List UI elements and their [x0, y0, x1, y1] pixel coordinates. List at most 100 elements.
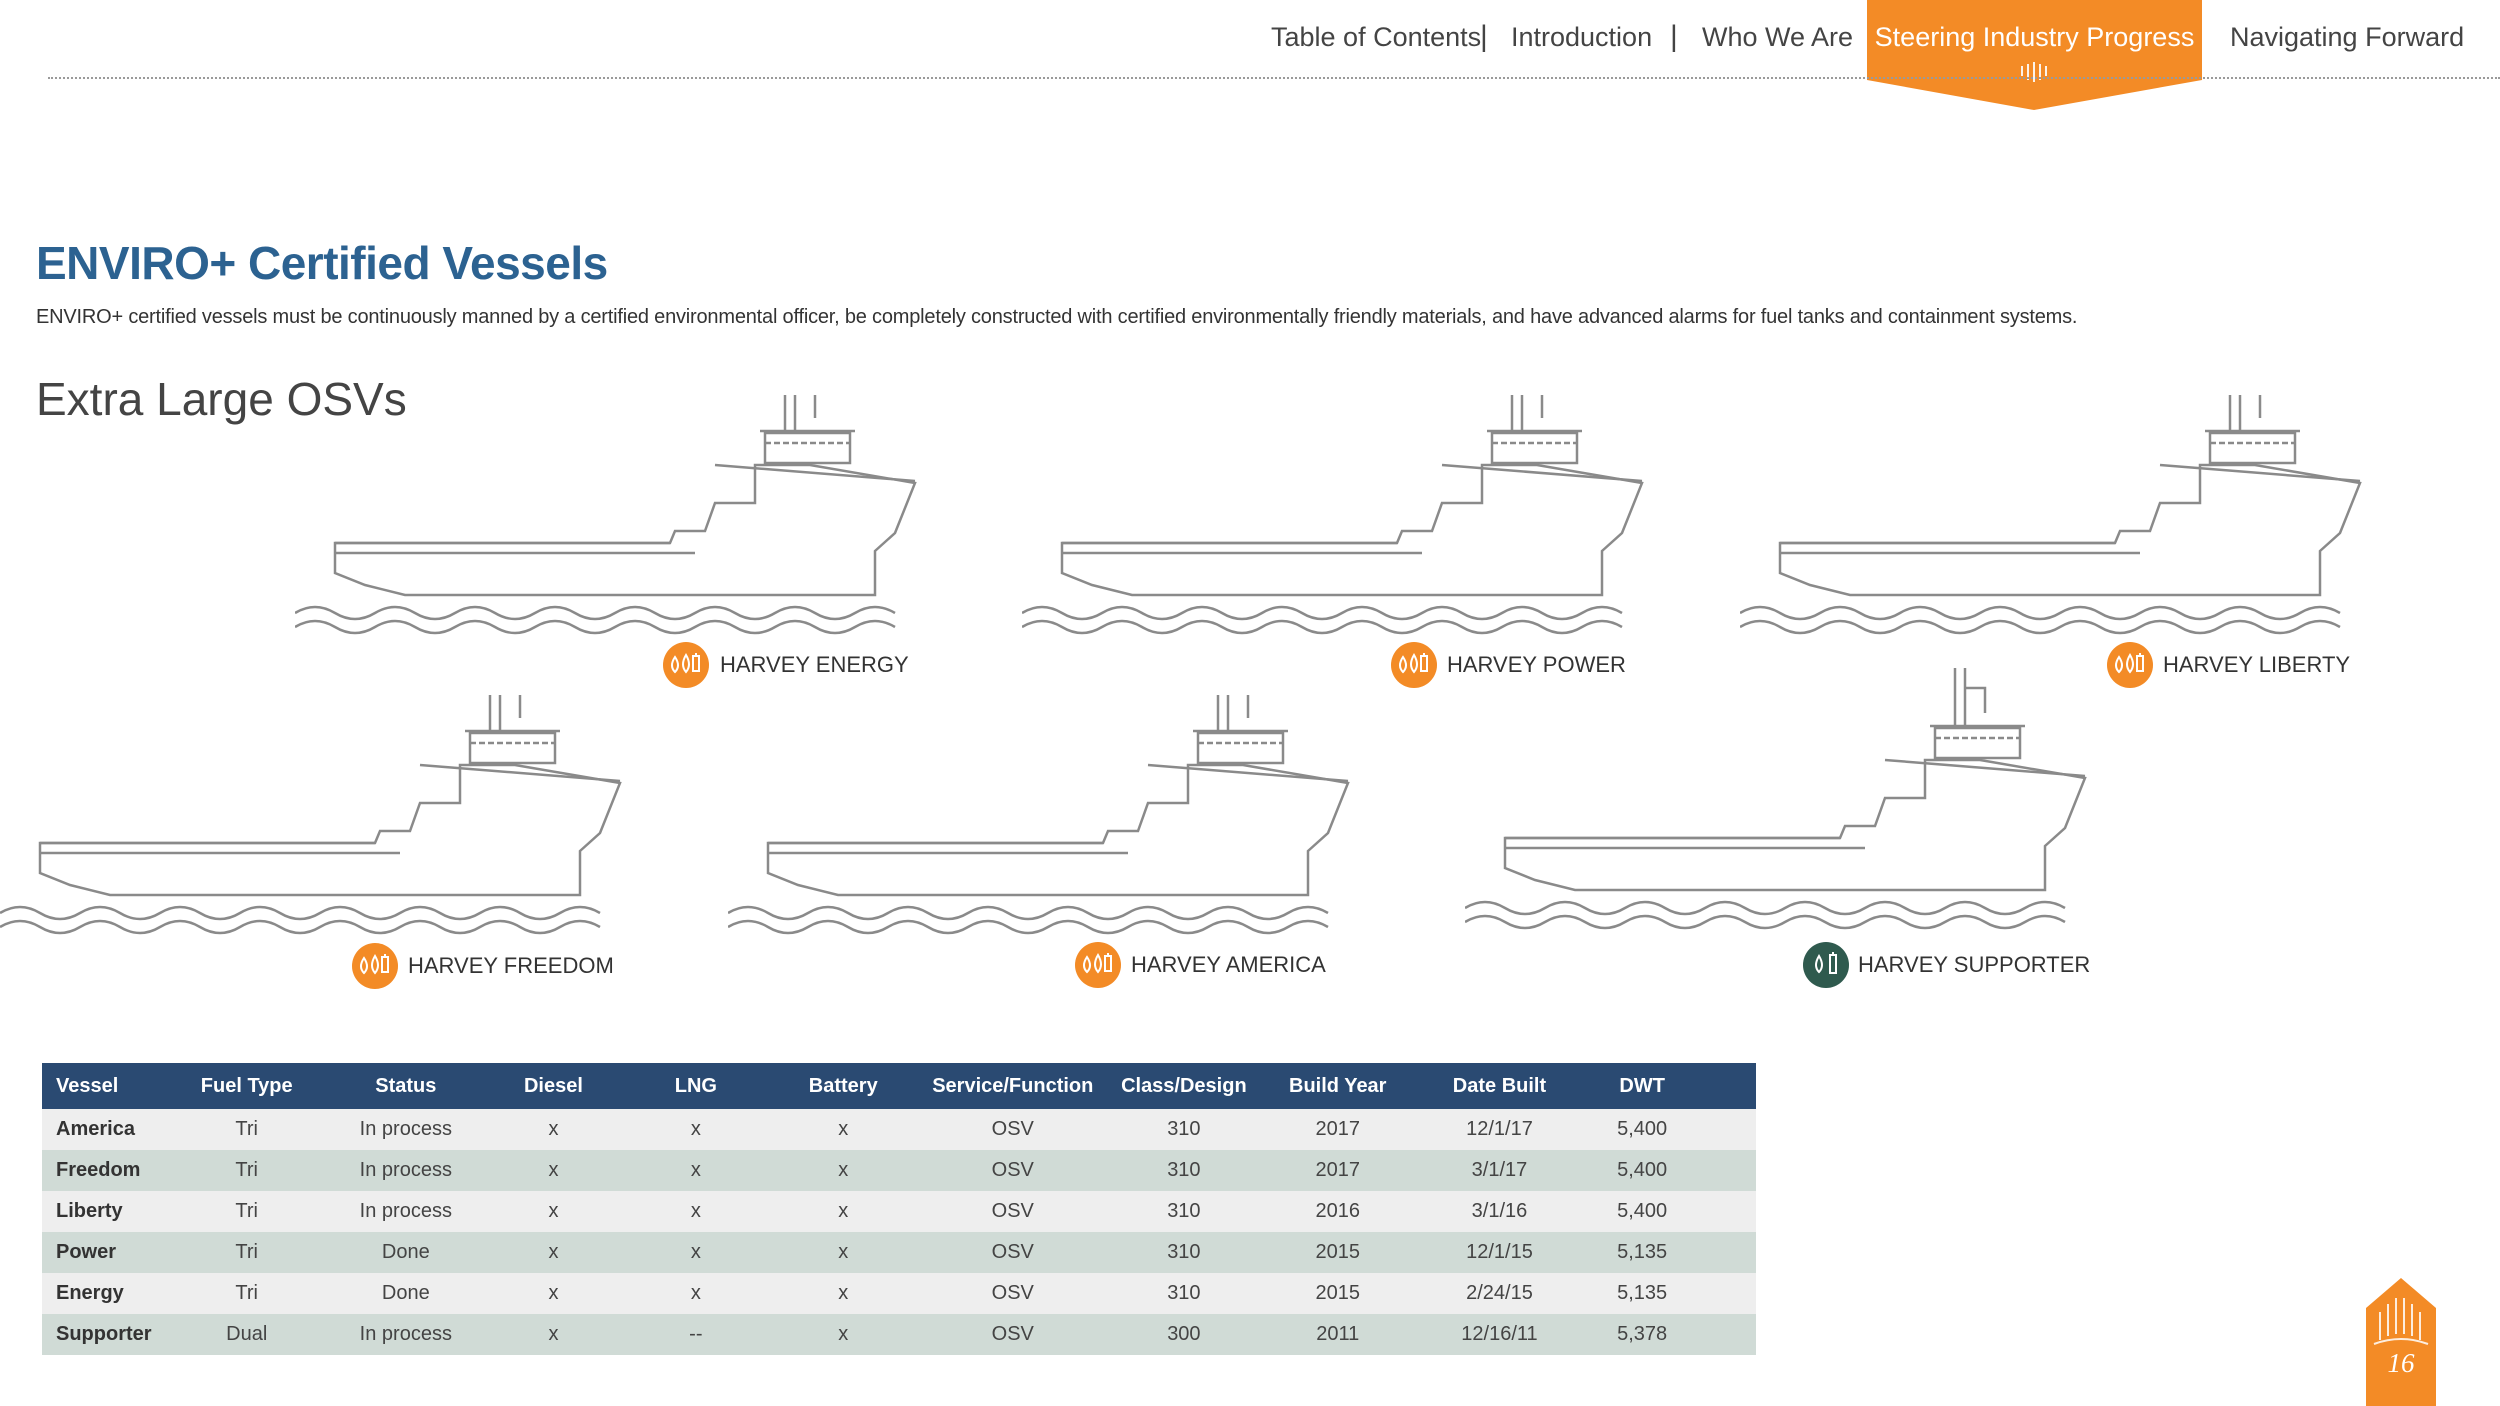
- table-cell: x: [548, 1241, 559, 1263]
- vessel-illustration: [0, 695, 640, 965]
- tri-fuel-icon: [663, 642, 709, 688]
- nav-steering-industry-progress[interactable]: Steering Industry Progress: [1867, 0, 2202, 110]
- page-number-marker: [2366, 1278, 2436, 1406]
- header-date-built: Date Built: [1452, 1074, 1547, 1097]
- header-status: Status: [375, 1074, 437, 1097]
- table-cell: 12/16/11: [1461, 1323, 1538, 1345]
- table-cell: 5,400: [1617, 1200, 1668, 1222]
- tri-fuel-icon: [352, 943, 398, 989]
- table-cell: 2017: [1315, 1118, 1361, 1140]
- table-cell: 5,135: [1617, 1282, 1668, 1304]
- table-cell: 12/1/17: [1466, 1118, 1533, 1140]
- table-cell: 310: [1167, 1118, 1201, 1140]
- table-cell-spacer: [1706, 1191, 1756, 1232]
- table-cell: 5,378: [1617, 1323, 1668, 1345]
- table-cell: Tri: [235, 1200, 258, 1222]
- header-fuel-type: Fuel Type: [200, 1074, 293, 1097]
- vessel-label: HARVEY LIBERTY: [2163, 652, 2351, 677]
- table-cell: 2/24/15: [1466, 1282, 1533, 1304]
- table-cell: Liberty: [56, 1200, 123, 1222]
- table-cell: Done: [381, 1241, 430, 1263]
- table-cell: OSV: [991, 1159, 1034, 1181]
- vessel-illustration: [1740, 395, 2380, 665]
- table-cell: In process: [359, 1159, 452, 1181]
- table-cell: x: [548, 1323, 559, 1345]
- nav-table-of-contents[interactable]: Table of Contents: [1271, 22, 1482, 52]
- top-navigation: Table of Contents | Introduction | Who W…: [0, 0, 2500, 110]
- header-dwt: DWT: [1619, 1074, 1665, 1097]
- page-title: ENVIRO+ Certified Vessels: [36, 237, 608, 289]
- table-cell: x: [838, 1241, 849, 1263]
- vessel-illustration: [728, 695, 1368, 965]
- table-cell: OSV: [991, 1282, 1034, 1304]
- table-cell: x: [838, 1159, 849, 1181]
- table-cell: Power: [56, 1241, 117, 1263]
- tri-fuel-icon: [2107, 642, 2153, 688]
- table-cell-spacer: [1706, 1109, 1756, 1150]
- table-cell: In process: [359, 1323, 452, 1345]
- vessel-illustration: [1022, 395, 1662, 665]
- table-cell: 310: [1167, 1282, 1201, 1304]
- table-cell: 2015: [1315, 1241, 1361, 1263]
- table-cell: OSV: [991, 1118, 1034, 1140]
- tri-fuel-icon: [1075, 942, 1121, 988]
- lighthouse-rays-icon: [2373, 1298, 2429, 1345]
- nav-active-label: Steering Industry Progress: [1874, 22, 2195, 52]
- header-build-year: Build Year: [1289, 1074, 1387, 1097]
- header-spacer: [1706, 1063, 1756, 1109]
- table-cell: OSV: [991, 1200, 1034, 1222]
- table-cell: 310: [1167, 1159, 1201, 1181]
- table-row: Freedom Tri In process x x x OSV 310 2017 3/1/17 5…: [42, 1150, 1756, 1191]
- table-cell: x: [838, 1200, 849, 1222]
- vessel-table: Vessel Fuel Type Status Diesel LNG Batte…: [42, 1063, 1756, 1355]
- section-subtitle: Extra Large OSVs: [36, 373, 407, 425]
- table-cell: Tri: [235, 1159, 258, 1181]
- table-cell-spacer: [1706, 1273, 1756, 1314]
- table-cell: Freedom: [56, 1159, 141, 1181]
- table-cell: 5,400: [1617, 1159, 1668, 1181]
- table-cell: Tri: [235, 1241, 258, 1263]
- dual-fuel-icon: [1803, 942, 1849, 988]
- vessel-label: HARVEY FREEDOM: [408, 953, 614, 978]
- table-cell-spacer: [1706, 1232, 1756, 1273]
- nav-introduction[interactable]: Introduction: [1511, 22, 1653, 52]
- table-cell: 2015: [1315, 1282, 1361, 1304]
- vessel-illustration: [1465, 668, 2105, 938]
- table-cell: 3/1/17: [1471, 1159, 1528, 1181]
- nav-separator: |: [1670, 20, 1678, 53]
- table-cell: 5,135: [1617, 1241, 1668, 1263]
- table-cell: Tri: [235, 1282, 258, 1304]
- nav-divider: [48, 77, 2500, 79]
- page-description: ENVIRO+ certified vessels must be contin…: [36, 306, 2078, 328]
- table-cell: 2017: [1315, 1159, 1361, 1181]
- header-service-function: Service/Function: [932, 1074, 1094, 1097]
- table-cell: Energy: [56, 1282, 124, 1304]
- table-cell: In process: [359, 1118, 452, 1140]
- table-cell: 3/1/16: [1471, 1200, 1528, 1222]
- table-cell: x: [548, 1200, 559, 1222]
- vessel-illustration: [295, 395, 935, 665]
- table-cell-spacer: [1706, 1314, 1756, 1355]
- header-battery: Battery: [808, 1074, 878, 1097]
- table-cell: --: [689, 1323, 703, 1345]
- table-cell: x: [548, 1118, 559, 1140]
- nav-navigating-forward[interactable]: Navigating Forward: [2230, 22, 2465, 52]
- table-cell: 2011: [1316, 1323, 1360, 1345]
- tri-fuel-icon: [1391, 642, 1437, 688]
- nav-who-we-are[interactable]: Who We Are: [1702, 22, 1854, 52]
- table-cell: Tri: [235, 1118, 258, 1140]
- table-row: Supporter Dual In process x -- x OSV 300 2011 12/…: [42, 1314, 1756, 1355]
- table-cell: 5,400: [1617, 1118, 1668, 1140]
- table-cell: x: [690, 1200, 701, 1222]
- page-number: 16: [2387, 1348, 2415, 1378]
- table-cell: x: [690, 1118, 701, 1140]
- table-cell-spacer: [1706, 1150, 1756, 1191]
- table-cell: Dual: [226, 1323, 268, 1345]
- header-class-design: Class/Design: [1121, 1074, 1247, 1097]
- table-cell: In process: [359, 1200, 452, 1222]
- vessel-label: HARVEY POWER: [1447, 652, 1626, 677]
- table-row: America Tri In process x x x OSV 310 2017 12/1/17…: [42, 1109, 1756, 1150]
- table-cell: x: [690, 1282, 701, 1304]
- table-cell: OSV: [991, 1323, 1034, 1345]
- table-cell: x: [548, 1282, 559, 1304]
